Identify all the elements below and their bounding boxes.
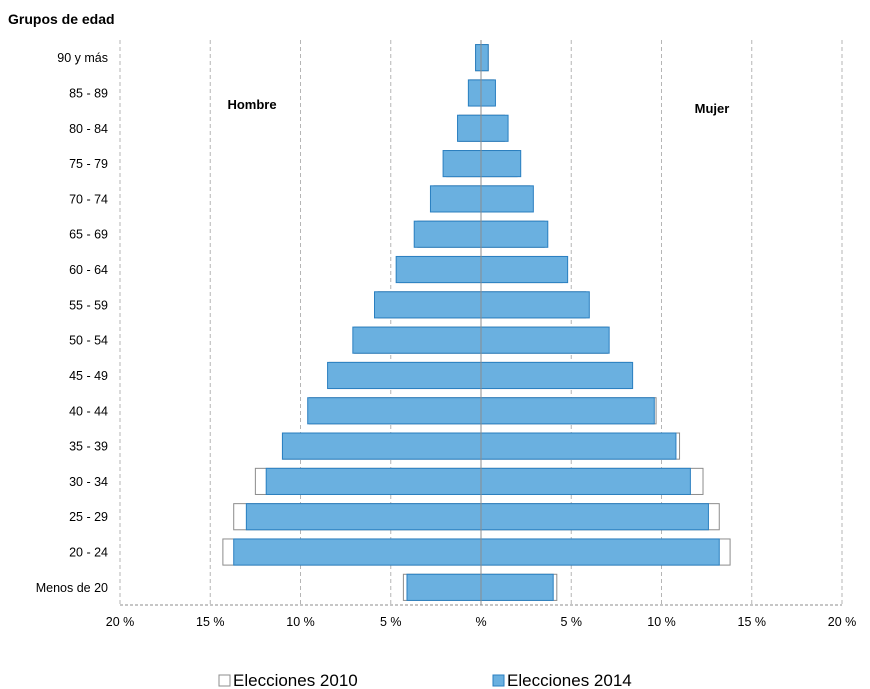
- side-label-mujer: Mujer: [695, 101, 730, 116]
- side-label-hombre: Hombre: [227, 97, 276, 112]
- bar-2014-hombre: [406, 573, 482, 601]
- bar-2014-hombre: [265, 467, 482, 495]
- bar-2014-hombre: [442, 150, 482, 178]
- bar-2014-mujer: [480, 255, 569, 284]
- x-tick-label: 20 %: [106, 615, 135, 629]
- legend-label-2010: Elecciones 2010: [233, 671, 358, 689]
- category-label: 40 - 44: [69, 404, 108, 418]
- grid-lines: [119, 40, 843, 605]
- legend-label-2014: Elecciones 2014: [507, 671, 632, 689]
- bar-2014-hombre: [457, 114, 482, 142]
- category-label: 80 - 84: [69, 122, 108, 136]
- category-label: 90 y más: [57, 51, 108, 65]
- bar-2014-hombre: [307, 397, 482, 425]
- series-2014-bars: [233, 44, 720, 601]
- bar-2014-mujer: [480, 185, 534, 213]
- category-label: 75 - 79: [69, 157, 108, 171]
- bar-2014-mujer: [480, 150, 522, 178]
- bar-2014-mujer: [480, 114, 509, 142]
- x-tick-label: %: [475, 615, 486, 629]
- category-label: 50 - 54: [69, 334, 108, 348]
- bar-2014-mujer: [480, 573, 554, 601]
- bar-2014-hombre: [429, 185, 482, 213]
- x-tick-label: 15 %: [738, 615, 767, 629]
- category-label: 60 - 64: [69, 263, 108, 277]
- y-axis-labels: 90 y más 85 - 89 80 - 84 75 - 79 70 - 74 65 -…: [36, 51, 108, 595]
- category-label: 20 - 24: [69, 546, 108, 560]
- bar-2014-hombre: [475, 44, 482, 72]
- x-tick-label: 20 %: [828, 615, 857, 629]
- bar-2014-mujer: [480, 291, 590, 319]
- bar-2014-hombre: [233, 538, 482, 566]
- bar-2014-mujer: [480, 432, 677, 460]
- category-label: 30 - 34: [69, 475, 108, 489]
- bar-2014-hombre: [245, 503, 482, 531]
- category-label: 35 - 39: [69, 440, 108, 454]
- category-label: 65 - 69: [69, 228, 108, 242]
- x-tick-label: 5 %: [560, 615, 582, 629]
- x-axis-tick-labels: 20 % 15 % 10 % 5 %% 5 % 10 % 15 % 20 %: [106, 615, 857, 629]
- bar-2014-hombre: [327, 361, 482, 390]
- bar-2014-mujer: [480, 397, 655, 425]
- bar-2014-mujer: [480, 44, 489, 72]
- axes: [119, 40, 843, 606]
- legend-swatch-2010: [218, 674, 231, 687]
- bar-2014-mujer: [480, 467, 691, 495]
- legend-swatch-2014: [492, 674, 505, 687]
- x-tick-label: 5 %: [380, 615, 402, 629]
- bar-2014-hombre: [467, 79, 482, 107]
- bar-2014-mujer: [480, 79, 496, 107]
- bar-2014-hombre: [395, 255, 482, 284]
- category-label: 45 - 49: [69, 369, 108, 383]
- bar-2014-hombre: [374, 291, 482, 319]
- bar-2014-mujer: [480, 538, 720, 566]
- x-tick-label: 10 %: [647, 615, 676, 629]
- bar-2014-mujer: [480, 326, 610, 354]
- x-tick-label: 10 %: [286, 615, 315, 629]
- x-tick-label: 15 %: [196, 615, 225, 629]
- category-label: 25 - 29: [69, 510, 108, 524]
- bar-2014-mujer: [480, 503, 709, 531]
- bar-2014-mujer: [480, 220, 549, 248]
- bar-2014-hombre: [352, 326, 482, 354]
- category-label: 85 - 89: [69, 86, 108, 100]
- bar-2014-hombre: [281, 432, 482, 460]
- bar-2014-mujer: [480, 361, 634, 390]
- bar-2014-hombre: [413, 220, 482, 248]
- category-label: 55 - 59: [69, 298, 108, 312]
- category-label: 70 - 74: [69, 192, 108, 206]
- chart-title: Grupos de edad: [8, 11, 115, 27]
- legend: Elecciones 2010 Elecciones 2014: [218, 671, 632, 689]
- category-label: Menos de 20: [36, 581, 108, 595]
